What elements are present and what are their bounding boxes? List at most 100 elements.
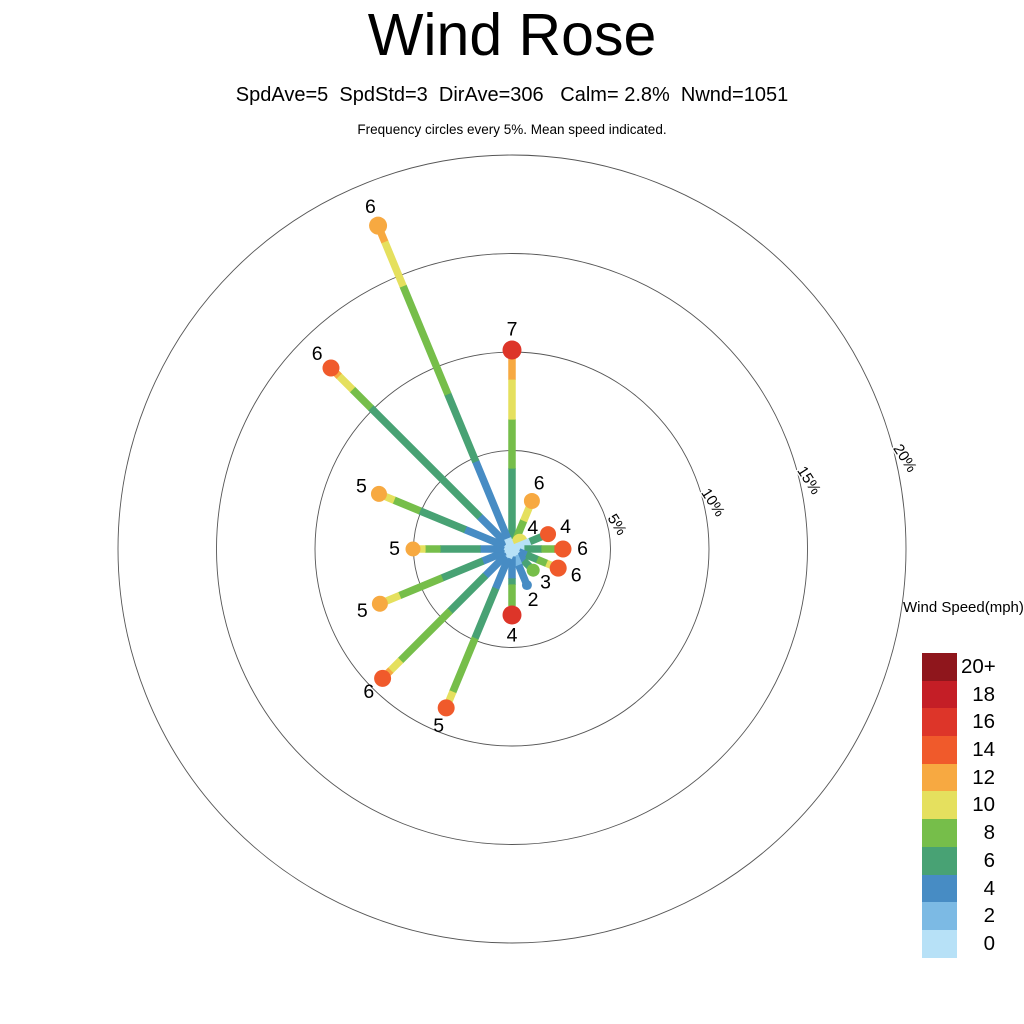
spoke-segment-nnw-10 — [381, 239, 407, 288]
frequency-ring-label: 5% — [604, 511, 630, 538]
mean-speed-label-sse: 2 — [528, 589, 539, 611]
spoke-tip-dot-sw — [374, 669, 392, 687]
spoke-segment-wnw-4 — [463, 526, 507, 550]
legend-label: 14 — [972, 738, 995, 762]
spoke-segment-nw-4 — [476, 513, 510, 547]
spoke-tip-dot-e — [554, 540, 572, 558]
legend-row: 16 — [922, 708, 1024, 737]
spoke-tip-dot-ene — [540, 526, 557, 543]
legend-swatch — [922, 874, 957, 903]
spoke-segment-nne-10 — [520, 505, 533, 523]
spoke-tip-dot-ssw — [437, 699, 455, 717]
spoke-segment-sw-6 — [447, 572, 489, 614]
legend-swatch — [922, 708, 957, 737]
spoke-tip-dot-nw — [322, 359, 340, 377]
frequency-ring-label: 20% — [889, 441, 920, 475]
spoke-tip-dot-sse — [521, 580, 532, 591]
legend-label: 12 — [972, 765, 995, 789]
spoke-tip-dot-nne — [523, 492, 540, 509]
spoke-segment-ssw-4 — [492, 556, 512, 591]
legend-row: 14 — [922, 736, 1024, 764]
frequency-ring — [216, 253, 808, 845]
frequency-ring-label: 15% — [793, 463, 824, 497]
legend-label: 20+ — [961, 655, 996, 678]
spoke-segment-sw-4 — [482, 552, 509, 579]
spoke-segment-wsw-8 — [397, 574, 444, 600]
chart-note: Frequency circles every 5%. Mean speed i… — [357, 122, 667, 137]
legend-row: 12 — [922, 763, 1024, 792]
spoke-segment-wsw-6 — [440, 557, 485, 582]
legend-swatch — [922, 653, 957, 681]
legend-row: 8 — [922, 819, 1024, 847]
mean-speed-label-sw: 6 — [363, 681, 374, 703]
mean-speed-label-ne: 4 — [527, 517, 538, 539]
legend-swatch — [922, 902, 957, 930]
spoke-segment-ssw-6 — [471, 586, 500, 641]
mean-speed-label-nw: 6 — [312, 343, 323, 365]
legend-row: 0 — [922, 929, 1024, 958]
legend-row: 6 — [922, 846, 1024, 875]
spoke-segment-ssw-8 — [449, 636, 479, 694]
legend-row: 10 — [922, 791, 1024, 820]
legend-label: 16 — [972, 710, 995, 734]
mean-speed-label-wsw: 5 — [357, 600, 368, 622]
legend-label: 18 — [972, 682, 995, 706]
spoke-segment-nnw-4 — [472, 459, 512, 540]
legend-row: 2 — [922, 902, 1024, 930]
spoke-segment-nnw-0-2 — [503, 536, 516, 551]
legend-label: 0 — [983, 931, 995, 955]
legend-rows: 20+ 18 16 14 12 10 8 6 4 2 0 — [922, 653, 1024, 958]
spoke-segment-ese-6 — [524, 551, 540, 564]
mean-speed-label-ese: 6 — [571, 565, 582, 587]
spoke-segment-sw-10 — [387, 657, 404, 674]
spoke-tip-dot-ese — [549, 559, 567, 577]
mean-speed-label-n: 7 — [507, 319, 518, 341]
mean-speed-label-wnw: 5 — [356, 476, 367, 498]
mean-speed-label-se: 3 — [540, 572, 551, 594]
legend-label: 10 — [972, 793, 995, 817]
spoke-segment-wsw-4 — [481, 548, 507, 565]
spoke-tip-dot-wsw — [371, 595, 388, 612]
mean-speed-label-nne: 6 — [534, 472, 545, 494]
spoke-tip-dot-se — [526, 563, 540, 577]
spoke-tip-dot-n — [502, 340, 522, 360]
spoke-segment-wsw-10 — [383, 591, 402, 605]
legend-row: 4 — [922, 874, 1024, 903]
spoke-segment-nw-6 — [367, 404, 483, 520]
legend-label: 4 — [983, 876, 995, 900]
mean-speed-label-s: 4 — [507, 625, 518, 647]
mean-speed-label-nnw: 6 — [365, 196, 376, 218]
legend-swatch — [922, 763, 957, 792]
mean-speed-label-e: 6 — [577, 538, 588, 560]
legend-swatch — [922, 819, 957, 847]
legend-row: 20+ — [922, 653, 1024, 681]
mean-speed-label-ene: 4 — [560, 516, 571, 538]
chart-title: Wind Rose — [367, 2, 657, 68]
spoke-tip-dot-nnw — [369, 216, 388, 235]
spoke-segment-nw-10 — [336, 373, 356, 393]
legend-label: 8 — [983, 821, 995, 845]
legend-swatch — [922, 736, 957, 764]
frequency-ring — [117, 154, 907, 944]
legend-swatch — [922, 680, 957, 709]
spoke-segment-sw-8 — [397, 608, 453, 664]
legend-swatch — [922, 791, 957, 820]
mean-speed-label-ssw: 5 — [433, 715, 444, 737]
spoke-segment-ese-8 — [535, 556, 549, 568]
spoke-segment-nnw-8 — [399, 284, 452, 396]
spoke-segment-wnw-8 — [392, 496, 422, 515]
legend-title: Wind Speed(mph) — [903, 599, 1024, 616]
legend-swatch — [922, 929, 957, 958]
wind-speed-legend: Wind Speed(mph) 20+ 18 16 14 12 10 8 6 4 2 0 — [903, 599, 1024, 958]
spoke-segment-nnw-6 — [444, 392, 480, 464]
legend-swatch — [922, 846, 957, 875]
legend-label: 6 — [983, 848, 995, 872]
spoke-tip-dot-w — [405, 541, 421, 557]
spoke-segment-nw-8 — [349, 386, 374, 411]
frequency-ring-label: 10% — [697, 485, 728, 519]
spoke-tip-dot-s — [502, 605, 522, 625]
chart-subtitle: SpdAve=5 SpdStd=3 DirAve=306 Calm= 2.8% … — [235, 84, 789, 106]
legend-row: 18 — [922, 680, 1024, 709]
